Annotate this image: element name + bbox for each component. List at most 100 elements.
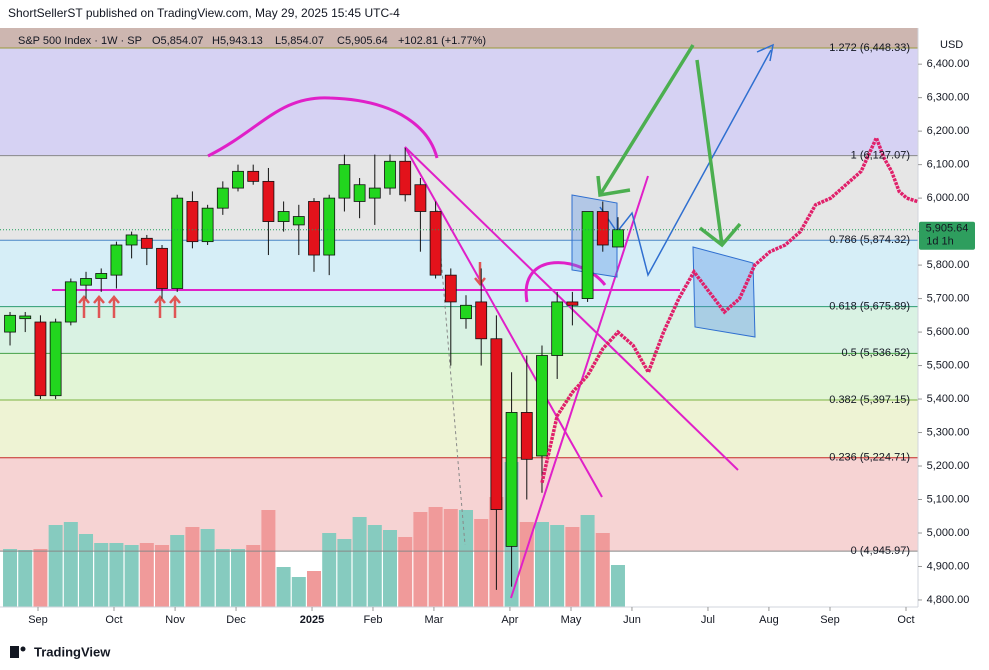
x-tick-label: May bbox=[561, 614, 582, 626]
up-arrows bbox=[78, 262, 486, 318]
volume-bar bbox=[337, 539, 352, 607]
candle-body bbox=[505, 412, 518, 547]
candle-body bbox=[414, 184, 427, 212]
fib-label: 1 (6,127.07) bbox=[851, 149, 910, 161]
volume-bar bbox=[382, 530, 397, 607]
candle-body bbox=[384, 160, 396, 189]
candle-body bbox=[232, 170, 244, 189]
projection-line bbox=[540, 133, 918, 484]
y-tick-label: 6,200.00 bbox=[927, 125, 970, 137]
candle-body bbox=[520, 412, 533, 460]
candle-body bbox=[186, 201, 199, 243]
volume-bar bbox=[291, 577, 306, 607]
fib-label: 0.618 (5,675.89) bbox=[829, 301, 910, 313]
ohlc-high: H5,943.13 bbox=[212, 35, 263, 47]
currency: USD bbox=[940, 39, 963, 51]
x-tick-label: Dec bbox=[226, 614, 246, 626]
x-tick-label: Aug bbox=[759, 614, 779, 626]
candle-body bbox=[19, 315, 32, 320]
candle-body bbox=[80, 278, 92, 286]
ohlc-low: L5,854.07 bbox=[275, 35, 324, 47]
y-tick-label: 5,300.00 bbox=[927, 426, 970, 438]
volume-bar bbox=[155, 545, 170, 607]
candle-body bbox=[338, 164, 351, 199]
y-tick-label: 5,800.00 bbox=[927, 259, 970, 271]
fib-bands bbox=[0, 28, 918, 552]
candle-body bbox=[460, 304, 472, 320]
candle-body bbox=[490, 338, 503, 510]
fib-band bbox=[0, 306, 918, 354]
arrowhead bbox=[756, 43, 774, 62]
x-tick-label: Sep bbox=[820, 614, 840, 626]
candle-body bbox=[566, 301, 579, 306]
green-arrow bbox=[695, 59, 742, 248]
volume-bar bbox=[63, 522, 78, 607]
x-tick-label: Nov bbox=[165, 614, 185, 626]
candle-body bbox=[536, 355, 548, 457]
candle-body bbox=[612, 229, 624, 248]
trend-line bbox=[404, 146, 739, 471]
volume-bar bbox=[231, 549, 246, 607]
candle-body bbox=[64, 281, 77, 323]
candle-body bbox=[125, 234, 138, 246]
x-tick-label: Apr bbox=[501, 614, 518, 626]
candle-body bbox=[292, 216, 305, 226]
price-badge bbox=[919, 221, 975, 250]
footer: TradingView bbox=[34, 644, 111, 659]
fib-label: 0.5 (5,536.52) bbox=[842, 347, 911, 359]
volume-bar bbox=[200, 529, 215, 607]
fib-band bbox=[0, 353, 918, 400]
volume-bar bbox=[428, 507, 443, 607]
y-tick-label: 5,100.00 bbox=[927, 493, 970, 505]
trend-line bbox=[404, 146, 603, 498]
candle-body bbox=[551, 301, 564, 356]
x-tick-label: Oct bbox=[105, 614, 122, 626]
candle-body bbox=[444, 274, 457, 303]
candle-body bbox=[581, 211, 594, 299]
candle-body bbox=[429, 211, 442, 276]
candle-body bbox=[353, 184, 366, 202]
fib-label: 0.236 (5,224.71) bbox=[829, 452, 910, 464]
candle-body bbox=[156, 247, 168, 289]
volume-bar bbox=[79, 534, 94, 607]
projection bbox=[0, 133, 918, 484]
candle-body bbox=[110, 244, 123, 276]
candle-body bbox=[49, 321, 62, 397]
candle-body bbox=[4, 314, 16, 333]
symbol: S&P 500 Index · 1W · SP bbox=[18, 35, 142, 47]
publisher: ShortSellerST published on TradingView.c… bbox=[8, 6, 400, 20]
x-tick-label: Jul bbox=[701, 614, 715, 626]
fib-label: 0.786 (5,874.32) bbox=[829, 234, 910, 246]
ohlc-change: +102.81 (+1.77%) bbox=[398, 35, 486, 47]
candle-body bbox=[201, 207, 214, 243]
candle-body bbox=[95, 273, 108, 279]
y-tick-label: 4,900.00 bbox=[927, 560, 970, 572]
volume-bar bbox=[443, 509, 458, 607]
candle-body bbox=[140, 237, 153, 249]
candle-body bbox=[277, 211, 290, 222]
candle-body bbox=[216, 187, 229, 209]
candle-body bbox=[323, 197, 336, 256]
volume-bar bbox=[458, 510, 473, 607]
x-tick-label: Mar bbox=[424, 614, 443, 626]
fib-label: 0.382 (5,397.15) bbox=[829, 394, 910, 406]
candle-body bbox=[399, 160, 412, 196]
volume-bar bbox=[33, 549, 48, 607]
volume-bar bbox=[565, 527, 580, 607]
candle-body bbox=[34, 321, 47, 397]
candle-body bbox=[368, 187, 381, 199]
volume-bar bbox=[261, 510, 276, 607]
volume-bar bbox=[413, 512, 428, 607]
volume-bar bbox=[246, 545, 261, 607]
fib-band bbox=[0, 240, 918, 307]
fib-band bbox=[0, 155, 918, 241]
volume-bar bbox=[139, 543, 154, 607]
fib-label: 0 (4,945.97) bbox=[851, 545, 910, 557]
volume-bar bbox=[474, 519, 489, 607]
y-tick-label: 5,700.00 bbox=[927, 292, 970, 304]
fib-label: 1.272 (6,448.33) bbox=[829, 42, 910, 54]
volume-bar bbox=[534, 522, 549, 607]
y-tick-label: 4,800.00 bbox=[927, 594, 970, 606]
y-tick-label: 5,400.00 bbox=[927, 393, 970, 405]
candle-body bbox=[262, 180, 275, 222]
